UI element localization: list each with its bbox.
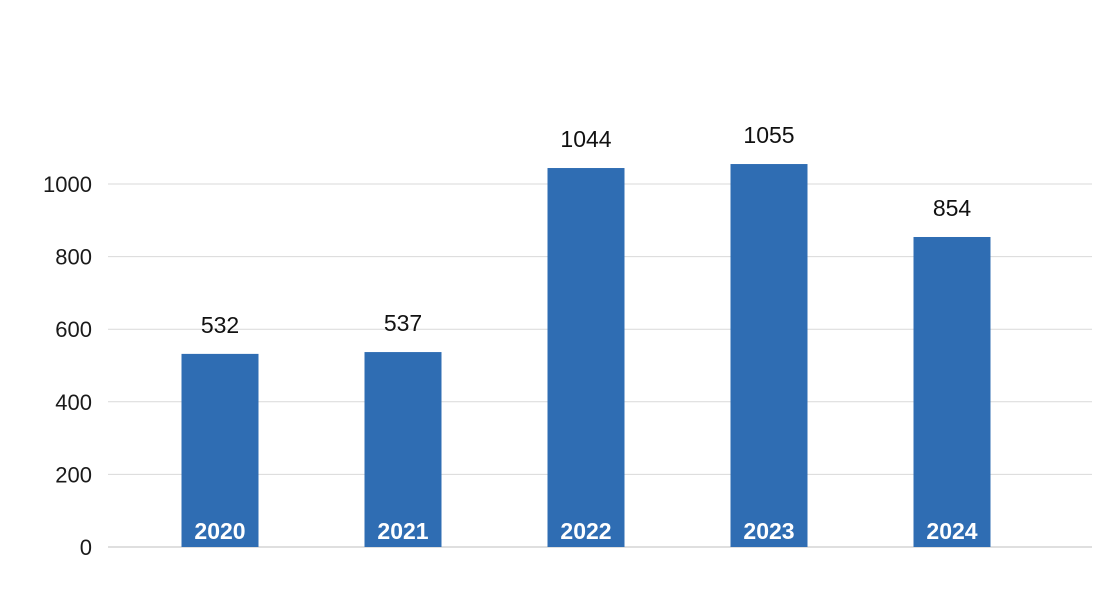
- data-label: 537: [384, 310, 422, 336]
- y-tick-label: 800: [55, 245, 92, 270]
- bar-2022: [547, 168, 625, 547]
- category-label: 2024: [926, 518, 977, 544]
- bar-2023: [730, 164, 808, 547]
- category-label: 2020: [194, 518, 245, 544]
- y-tick-label: 0: [80, 535, 92, 560]
- data-label: 532: [201, 312, 239, 338]
- category-label: 2021: [377, 518, 428, 544]
- category-label: 2022: [560, 518, 611, 544]
- y-tick-label: 400: [55, 390, 92, 415]
- data-label: 854: [933, 195, 972, 221]
- category-labels: 2020 2021 2022 2023 2024: [194, 518, 977, 544]
- y-axis-tick-labels: 0 200 400 600 800 1000: [43, 172, 92, 560]
- bars: [181, 164, 991, 548]
- data-label: 1055: [743, 122, 794, 148]
- bar-2021: [364, 352, 442, 547]
- y-tick-label: 600: [55, 317, 92, 342]
- data-label: 1044: [560, 126, 611, 152]
- y-tick-label: 1000: [43, 172, 92, 197]
- bar-2024: [913, 236, 991, 548]
- y-tick-label: 200: [55, 462, 92, 487]
- category-label: 2023: [743, 518, 794, 544]
- data-labels: 532 537 1044 1055 854: [201, 122, 972, 338]
- bar-2020: [181, 353, 259, 547]
